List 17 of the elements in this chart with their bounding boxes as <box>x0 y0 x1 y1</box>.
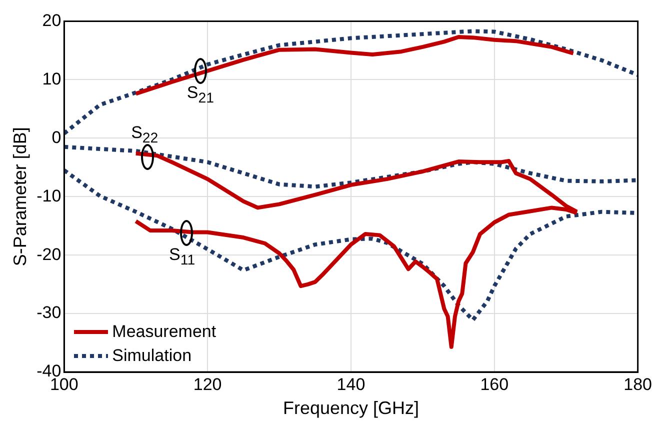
annotation: S$_{21}$ <box>186 83 214 106</box>
annotation: S$_{11}$ <box>169 245 196 268</box>
y-axis-title: S-Parameter [dB] <box>10 127 30 266</box>
y-tick-label: 20 <box>42 10 62 30</box>
x-tick-label: 140 <box>336 374 366 394</box>
y-tick-label: 10 <box>42 69 62 88</box>
x-tick-label: 120 <box>193 374 222 394</box>
x-tick-label: 180 <box>624 374 652 394</box>
y-tick-label: -30 <box>36 303 62 322</box>
y-tick-label: 0 <box>52 128 62 147</box>
x-axis-title: Frequency [GHz] <box>282 398 420 418</box>
y-tick-label: -20 <box>36 244 62 264</box>
x-tick-label: 160 <box>480 374 509 394</box>
legend-label: Measurement <box>112 321 216 343</box>
legend-label: Simulation <box>112 345 192 367</box>
y-tick-label: -10 <box>36 186 62 206</box>
annotation: S$_{22}$ <box>131 123 158 146</box>
